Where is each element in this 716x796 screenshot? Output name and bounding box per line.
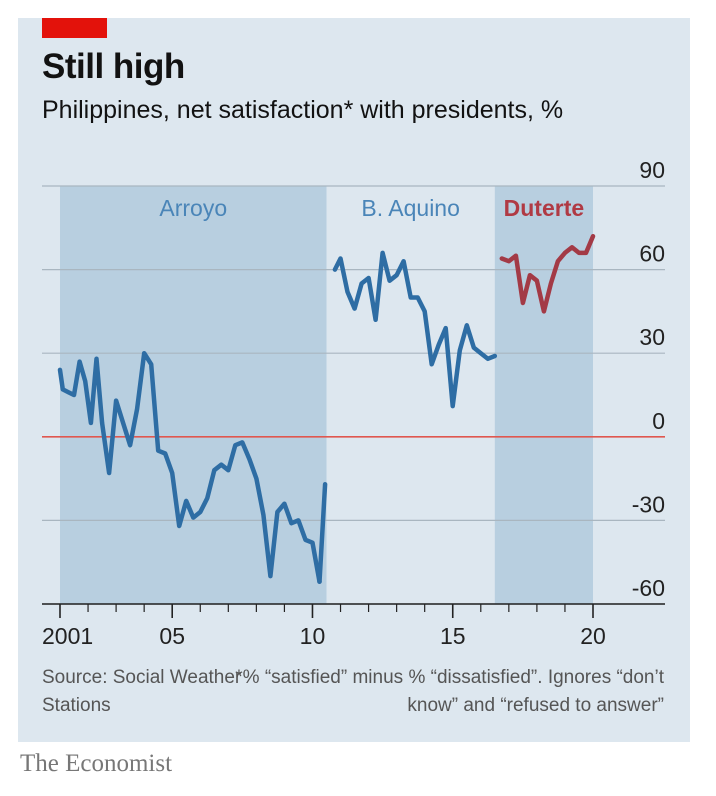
x-tick-label: 15 [440, 623, 466, 649]
period-label-duterte: Duterte [504, 195, 585, 221]
brand-tag [42, 18, 107, 38]
y-tick-label: 90 [639, 157, 665, 183]
chart-title: Still high [42, 47, 185, 86]
y-tick-label: 60 [639, 241, 665, 267]
x-tick-label: 20 [580, 623, 606, 649]
source-note: Source: Social Weather Stations [42, 667, 242, 716]
period-label-b-aquino: B. Aquino [361, 195, 459, 221]
period-label-arroyo: Arroyo [159, 195, 227, 221]
y-tick-label: -60 [632, 575, 665, 601]
x-tick-label: 10 [300, 623, 326, 649]
y-tick-label: 30 [639, 324, 665, 350]
chart-subtitle: Philippines, net satisfaction* with pres… [42, 96, 564, 124]
period-bands [60, 186, 593, 604]
x-tick-label: 05 [159, 623, 185, 649]
footnote: *% “satisfied” minus % “dissatisfied”. I… [235, 667, 664, 716]
data-lines [57, 233, 596, 584]
series-line-b-aquino [332, 250, 498, 409]
x-axis: 2001 05 10 15 20 [42, 603, 665, 649]
y-tick-label: -30 [632, 491, 665, 517]
x-tick-label: 2001 [42, 623, 93, 649]
period-band-arroyo [60, 186, 327, 604]
series-line-arroyo-final [317, 481, 328, 584]
series-line-duterte [499, 233, 596, 314]
publisher-logo: The Economist [20, 750, 173, 777]
y-tick-label: 0 [652, 408, 665, 434]
period-band-duterte [494, 186, 593, 604]
period-labels: Arroyo B. Aquino Duterte [159, 195, 584, 221]
y-axis-tick-labels: 90 60 30 0 -30 -60 [632, 157, 665, 601]
series-line-arroyo [57, 350, 322, 584]
